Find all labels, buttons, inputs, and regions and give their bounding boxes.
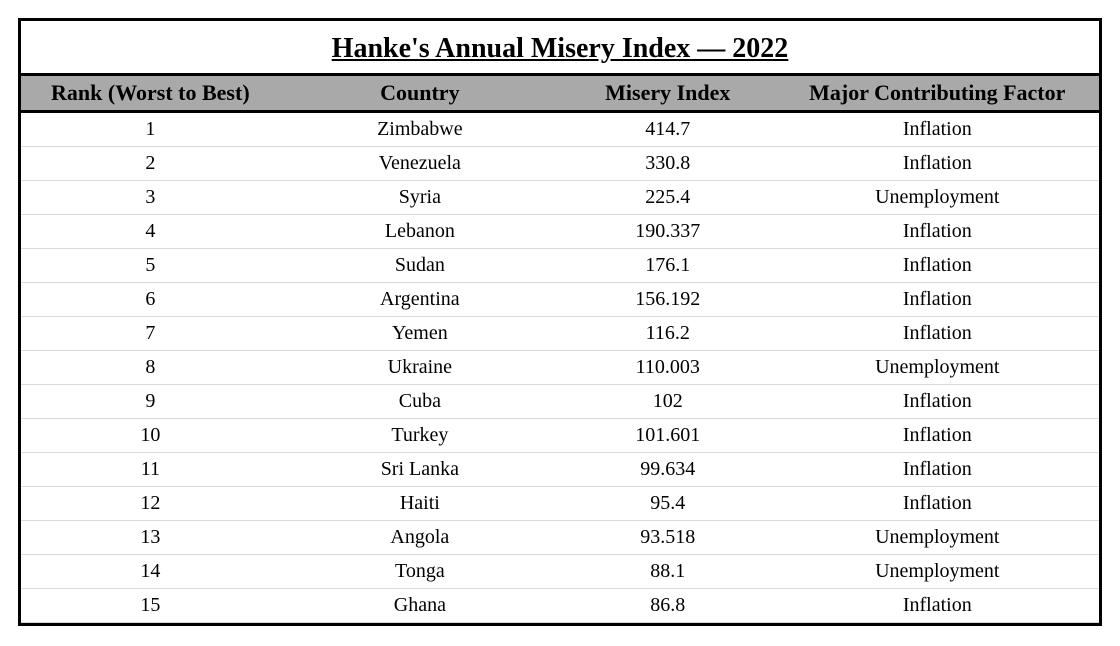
cell-rank: 11 (21, 453, 280, 487)
cell-country: Turkey (280, 419, 560, 453)
cell-rank: 14 (21, 555, 280, 589)
cell-factor: Inflation (776, 215, 1099, 249)
cell-factor: Inflation (776, 453, 1099, 487)
col-header-factor: Major Contributing Factor (776, 75, 1099, 112)
cell-index: 88.1 (560, 555, 776, 589)
cell-index: 86.8 (560, 589, 776, 623)
cell-index: 225.4 (560, 181, 776, 215)
cell-rank: 1 (21, 112, 280, 147)
cell-rank: 15 (21, 589, 280, 623)
cell-index: 156.192 (560, 283, 776, 317)
table-title: Hanke's Annual Misery Index — 2022 (21, 29, 1099, 73)
table-row: 15 Ghana 86.8 Inflation (21, 589, 1099, 623)
table-row: 10 Turkey 101.601 Inflation (21, 419, 1099, 453)
cell-index: 101.601 (560, 419, 776, 453)
cell-factor: Inflation (776, 112, 1099, 147)
col-header-rank: Rank (Worst to Best) (21, 75, 280, 112)
cell-country: Zimbabwe (280, 112, 560, 147)
cell-index: 95.4 (560, 487, 776, 521)
cell-country: Cuba (280, 385, 560, 419)
cell-index: 93.518 (560, 521, 776, 555)
table-body: 1 Zimbabwe 414.7 Inflation 2 Venezuela 3… (21, 112, 1099, 623)
table-row: 7 Yemen 116.2 Inflation (21, 317, 1099, 351)
cell-index: 414.7 (560, 112, 776, 147)
cell-index: 190.337 (560, 215, 776, 249)
table-row: 4 Lebanon 190.337 Inflation (21, 215, 1099, 249)
cell-factor: Inflation (776, 283, 1099, 317)
cell-country: Sudan (280, 249, 560, 283)
cell-country: Angola (280, 521, 560, 555)
table-row: 13 Angola 93.518 Unemployment (21, 521, 1099, 555)
cell-country: Ghana (280, 589, 560, 623)
cell-factor: Inflation (776, 249, 1099, 283)
misery-index-table: Rank (Worst to Best) Country Misery Inde… (21, 73, 1099, 623)
cell-index: 330.8 (560, 147, 776, 181)
cell-country: Argentina (280, 283, 560, 317)
cell-rank: 7 (21, 317, 280, 351)
table-row: 9 Cuba 102 Inflation (21, 385, 1099, 419)
cell-rank: 5 (21, 249, 280, 283)
table-row: 3 Syria 225.4 Unemployment (21, 181, 1099, 215)
cell-rank: 6 (21, 283, 280, 317)
table-header-row: Rank (Worst to Best) Country Misery Inde… (21, 75, 1099, 112)
cell-factor: Inflation (776, 419, 1099, 453)
cell-rank: 4 (21, 215, 280, 249)
cell-factor: Inflation (776, 147, 1099, 181)
cell-index: 110.003 (560, 351, 776, 385)
cell-factor: Unemployment (776, 181, 1099, 215)
cell-factor: Unemployment (776, 555, 1099, 589)
cell-rank: 9 (21, 385, 280, 419)
cell-country: Lebanon (280, 215, 560, 249)
cell-rank: 8 (21, 351, 280, 385)
cell-factor: Inflation (776, 487, 1099, 521)
table-row: 8 Ukraine 110.003 Unemployment (21, 351, 1099, 385)
table-row: 11 Sri Lanka 99.634 Inflation (21, 453, 1099, 487)
cell-factor: Inflation (776, 385, 1099, 419)
cell-index: 116.2 (560, 317, 776, 351)
cell-factor: Inflation (776, 589, 1099, 623)
cell-rank: 12 (21, 487, 280, 521)
cell-country: Ukraine (280, 351, 560, 385)
table-row: 12 Haiti 95.4 Inflation (21, 487, 1099, 521)
cell-rank: 13 (21, 521, 280, 555)
cell-country: Yemen (280, 317, 560, 351)
cell-country: Sri Lanka (280, 453, 560, 487)
cell-country: Venezuela (280, 147, 560, 181)
table-frame: Hanke's Annual Misery Index — 2022 Rank … (18, 18, 1102, 626)
cell-country: Syria (280, 181, 560, 215)
col-header-index: Misery Index (560, 75, 776, 112)
cell-index: 176.1 (560, 249, 776, 283)
cell-country: Haiti (280, 487, 560, 521)
cell-rank: 3 (21, 181, 280, 215)
cell-index: 102 (560, 385, 776, 419)
cell-index: 99.634 (560, 453, 776, 487)
cell-factor: Unemployment (776, 521, 1099, 555)
col-header-country: Country (280, 75, 560, 112)
table-row: 1 Zimbabwe 414.7 Inflation (21, 112, 1099, 147)
table-row: 6 Argentina 156.192 Inflation (21, 283, 1099, 317)
cell-factor: Inflation (776, 317, 1099, 351)
cell-rank: 10 (21, 419, 280, 453)
table-row: 14 Tonga 88.1 Unemployment (21, 555, 1099, 589)
cell-factor: Unemployment (776, 351, 1099, 385)
table-row: 2 Venezuela 330.8 Inflation (21, 147, 1099, 181)
cell-country: Tonga (280, 555, 560, 589)
cell-rank: 2 (21, 147, 280, 181)
table-row: 5 Sudan 176.1 Inflation (21, 249, 1099, 283)
